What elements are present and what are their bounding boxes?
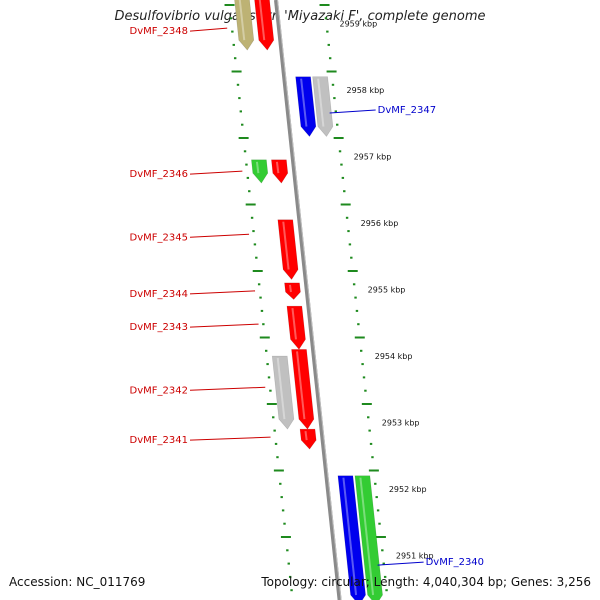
label-leader-line [189, 436, 271, 441]
scale-label: 2952 kbp [389, 485, 427, 494]
feature-shine [275, 161, 280, 174]
gene-label[interactable]: DvMF_2347 [378, 105, 436, 116]
feature-shine [296, 351, 306, 420]
feature-shine [342, 477, 358, 596]
label-leader-line [377, 561, 424, 566]
scale-label: 2951 kbp [396, 552, 434, 561]
feature-shine [282, 221, 290, 270]
feature-dvmf_2347[interactable] [295, 76, 317, 138]
scale-label: 2953 kbp [382, 419, 420, 428]
feature-shine [317, 78, 325, 127]
gene-labels: DvMF_2348 DvMF_2347 DvMF_2346 DvMF_2345 DvMF… [130, 26, 484, 568]
gene-label[interactable]: DvMF_2340 [426, 557, 484, 568]
feature-dvmf_2343[interactable] [286, 305, 306, 350]
feature-green[interactable] [251, 159, 269, 184]
feature-dvmf_2346[interactable] [271, 159, 289, 184]
feature-shine [300, 78, 308, 127]
gene-label[interactable]: DvMF_2344 [130, 289, 188, 300]
scale-label: 2958 kbp [347, 86, 385, 95]
feature-grey[interactable] [312, 76, 334, 138]
gene-label[interactable]: DvMF_2342 [130, 385, 188, 396]
scale-label: 2954 kbp [375, 352, 413, 361]
gene-label[interactable]: DvMF_2345 [130, 232, 188, 243]
feature-shine [258, 0, 266, 41]
feature-dvmf_2341[interactable] [299, 428, 317, 450]
tick-rings [224, 4, 388, 592]
feature-track [234, 0, 383, 600]
gene-label[interactable]: DvMF_2343 [130, 322, 188, 333]
feature-olive[interactable] [234, 0, 255, 51]
scale-label: 2955 kbp [368, 286, 406, 295]
label-leader-line [189, 27, 228, 32]
label-leader-line [189, 323, 259, 328]
feature-shine [291, 308, 297, 340]
backbone-highlight [277, 0, 342, 600]
feature-shine [238, 0, 246, 41]
feature-shine [359, 477, 375, 596]
map-title: Desulfovibrio vulgaris str. 'Miyazaki F'… [114, 9, 486, 24]
gene-label[interactable]: DvMF_2348 [130, 26, 188, 37]
gene-label[interactable]: DvMF_2346 [130, 169, 188, 180]
scale-label: 2959 kbp [339, 20, 377, 29]
label-leader-line [189, 290, 256, 295]
feature-dvmf_2340[interactable] [337, 475, 366, 600]
backbone [274, 0, 342, 600]
feature-shine [288, 284, 292, 293]
gene-label[interactable]: DvMF_2341 [130, 435, 188, 446]
feature-dvmf_2342[interactable] [291, 349, 315, 430]
scale-label: 2956 kbp [361, 219, 399, 228]
label-leader-line [189, 170, 243, 175]
feature-shine [255, 161, 260, 174]
feature-green[interactable] [354, 475, 383, 600]
feature-grey[interactable] [271, 355, 295, 430]
accession-text: Accession: NC_011769 [9, 575, 146, 589]
feature-dvmf_2348[interactable] [254, 0, 275, 51]
feature-dvmf_2345[interactable] [277, 219, 299, 281]
label-leader-line [329, 109, 376, 114]
feature-shine [276, 357, 286, 420]
feature-dvmf_2344[interactable] [284, 282, 301, 300]
backbone-line [274, 0, 342, 600]
feature-shine [304, 431, 308, 441]
label-leader-line [189, 386, 266, 391]
scale-label: 2957 kbp [354, 153, 392, 162]
label-leader-line [189, 233, 250, 238]
topology-text: Topology: circular; Length: 4,040,304 bp… [261, 575, 591, 589]
scale-labels: 2959 kbp 2958 kbp 2957 kbp 2956 kbp 2955 kbp… [339, 20, 433, 561]
